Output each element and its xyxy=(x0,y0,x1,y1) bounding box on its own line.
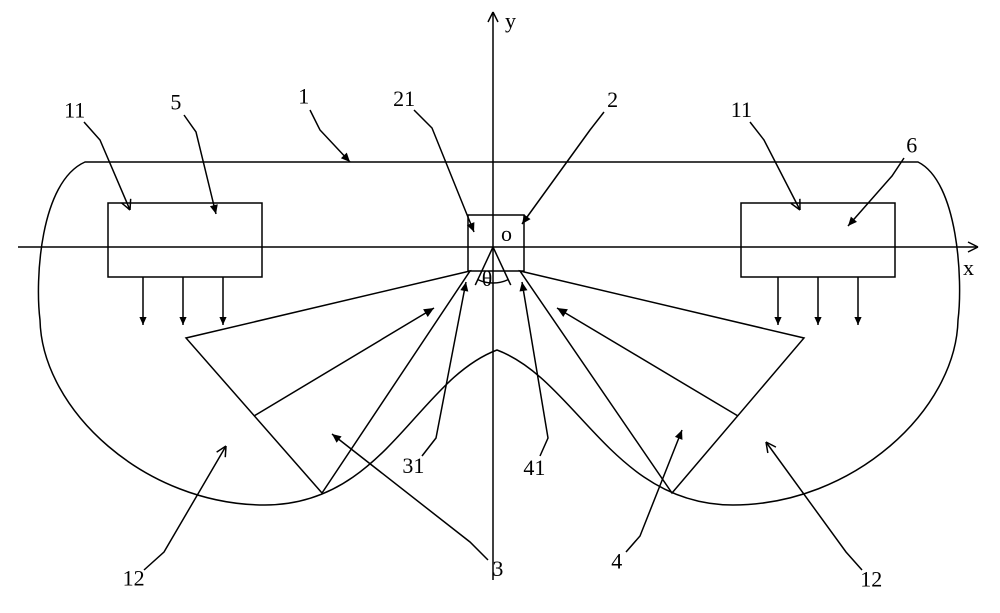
callout-leader-12 xyxy=(766,442,862,570)
callout-label-41: 41 xyxy=(523,455,545,480)
callout-leader-41 xyxy=(522,282,548,456)
box-6 xyxy=(741,203,895,277)
callout-label-2: 2 xyxy=(607,87,618,112)
callout-label-1: 1 xyxy=(298,83,309,108)
fan-3 xyxy=(186,271,470,493)
callout-leader-2 xyxy=(522,112,604,224)
callout-label-12: 12 xyxy=(860,566,882,591)
callout-label-5: 5 xyxy=(170,90,181,115)
callout-leader-1 xyxy=(310,110,350,162)
callout-leader-12 xyxy=(144,446,226,570)
body-outline xyxy=(38,162,959,505)
callout-leader-31 xyxy=(422,282,466,456)
origin-label: o xyxy=(501,221,512,246)
callout-label-4: 4 xyxy=(611,549,622,574)
x-axis-label: x xyxy=(963,255,974,280)
theta-label: θ xyxy=(482,266,493,291)
callout-label-12: 12 xyxy=(123,565,145,590)
callout-leader-5 xyxy=(184,115,216,214)
y-axis-label: y xyxy=(505,8,516,33)
callout-label-21: 21 xyxy=(393,86,415,111)
callout-label-11: 11 xyxy=(64,98,85,123)
callout-label-3: 3 xyxy=(492,556,503,581)
callout-leader-21 xyxy=(414,110,474,232)
callout-label-31: 31 xyxy=(402,453,424,478)
callout-leader-11 xyxy=(750,122,800,210)
fan-axis-arrow-left xyxy=(254,308,434,416)
center-box xyxy=(468,215,524,271)
fan-axis-arrow-right xyxy=(557,308,738,416)
callout-label-6: 6 xyxy=(906,132,917,157)
callout-label-11: 11 xyxy=(731,97,752,122)
diagram: xyoθ12561111213141341212 xyxy=(0,0,1000,613)
callout-leader-11 xyxy=(84,122,130,210)
fan-4 xyxy=(520,271,804,493)
box-5 xyxy=(108,203,262,277)
